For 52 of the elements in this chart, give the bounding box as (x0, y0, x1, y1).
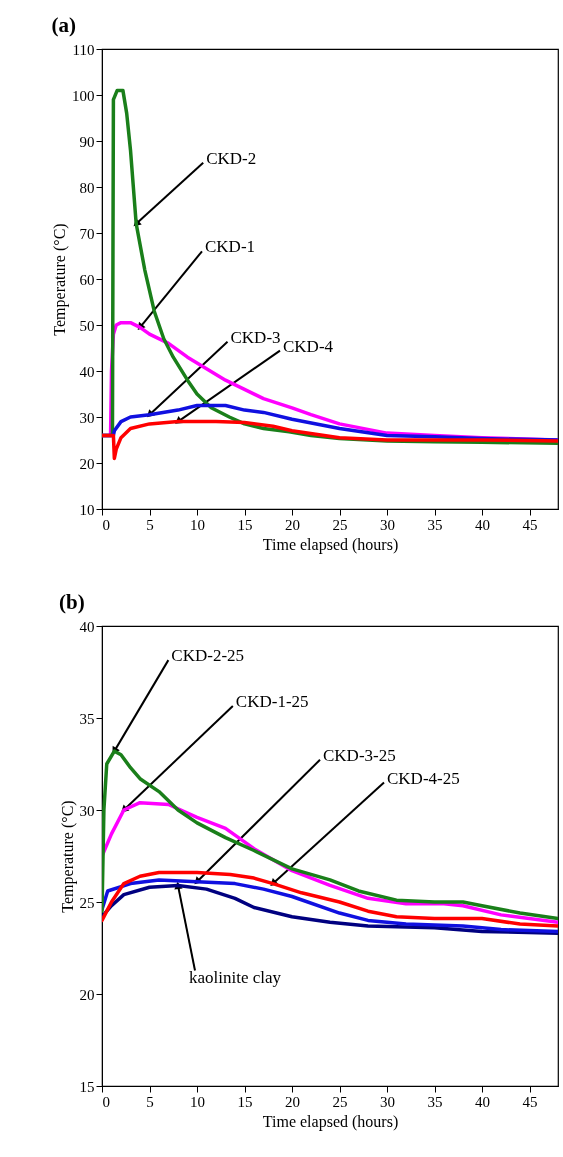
y-tick-label: 30 (79, 802, 95, 819)
y-tick-label: 80 (79, 179, 95, 196)
x-tick-label: 20 (285, 1093, 300, 1110)
annotation: CKD-3 (230, 327, 281, 347)
y-tick-label: 100 (72, 87, 95, 104)
x-tick-label: 30 (380, 516, 395, 533)
x-tick-label: 5 (146, 516, 154, 533)
y-tick-label: 20 (79, 455, 95, 472)
y-tick-label: 40 (79, 618, 95, 635)
annotation: CKD-3-25 (323, 745, 396, 765)
x-tick-label: 15 (237, 516, 253, 533)
x-tick-label: 40 (475, 516, 490, 533)
x-axis-title: Time elapsed (hours) (262, 535, 399, 554)
y-tick-label: 15 (79, 1078, 95, 1095)
x-tick-label: 30 (380, 1093, 395, 1110)
x-tick-label: 15 (237, 1093, 253, 1110)
x-tick-label: 40 (475, 1093, 490, 1110)
chart-title: (b) (59, 590, 85, 614)
x-tick-label: 45 (522, 516, 538, 533)
x-tick-label: 25 (332, 516, 348, 533)
y-tick-label: 25 (79, 894, 95, 911)
y-tick-label: 35 (79, 710, 95, 727)
x-tick-label: 10 (190, 516, 205, 533)
y-tick-label: 60 (79, 271, 95, 288)
x-tick-label: 20 (285, 516, 300, 533)
y-tick-label: 90 (79, 133, 95, 150)
y-tick-label: 70 (79, 225, 95, 242)
x-tick-label: 10 (190, 1093, 205, 1110)
annotation: CKD-4 (283, 336, 334, 356)
annotation: CKD-4-25 (387, 768, 460, 788)
x-tick-label: 0 (102, 1093, 110, 1110)
annotation: CKD-2-25 (171, 646, 245, 666)
y-tick-label: 30 (79, 409, 95, 426)
y-axis-title: Temperature (°C) (58, 800, 77, 913)
annotation: CKD-1 (205, 237, 256, 257)
annotation: CKD-2 (206, 148, 257, 168)
y-tick-label: 10 (79, 501, 95, 518)
annotation: kaolinite clay (189, 968, 282, 988)
x-tick-label: 5 (146, 1093, 154, 1110)
x-tick-label: 25 (332, 1093, 348, 1110)
x-tick-label: 35 (427, 516, 443, 533)
y-tick-label: 40 (79, 363, 95, 380)
x-axis-title: Time elapsed (hours) (262, 1112, 399, 1131)
x-tick-label: 45 (522, 1093, 538, 1110)
y-axis-title: Temperature (°C) (51, 223, 69, 336)
y-tick-label: 20 (79, 986, 95, 1003)
annotation: CKD-1-25 (235, 692, 309, 711)
y-tick-label: 50 (79, 317, 95, 334)
x-tick-label: 35 (427, 1093, 443, 1110)
y-tick-label: 110 (72, 41, 95, 58)
x-tick-label: 0 (102, 516, 110, 533)
chart-title: (a) (51, 13, 76, 37)
